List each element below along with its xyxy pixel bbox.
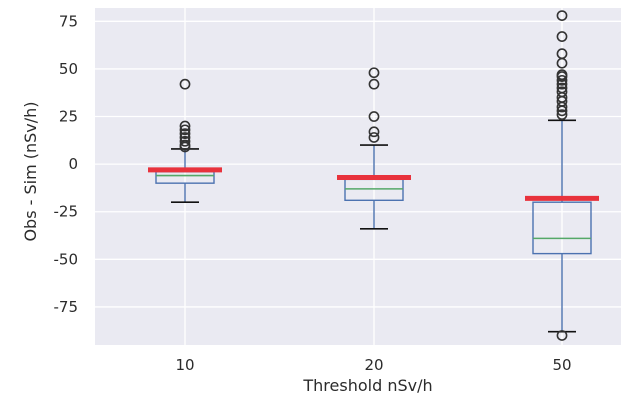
y-tick-label: -25 — [54, 203, 79, 221]
box-group-50 — [525, 10, 599, 341]
y-tick-label: 25 — [59, 108, 78, 126]
outlier-point — [179, 120, 191, 132]
outlier-point — [556, 86, 568, 98]
x-axis-label: Threshold nSv/h — [302, 376, 432, 395]
outlier-point — [368, 126, 380, 138]
outlier-point — [179, 132, 191, 143]
outlier-point — [179, 78, 191, 90]
y-tick-label: 0 — [68, 155, 78, 173]
y-axis-ticks: 75 50 25 0 -25 -50 -75 — [54, 12, 79, 316]
outlier-point — [556, 74, 568, 86]
outlier-point — [556, 82, 568, 94]
outlier-point — [368, 111, 380, 122]
outlier-point — [179, 135, 191, 147]
outlier-point — [179, 139, 191, 151]
outlier-point — [556, 31, 568, 42]
y-tick-label: 50 — [59, 60, 78, 78]
x-tick-label: 10 — [175, 356, 194, 374]
outlier-point — [556, 69, 568, 81]
box-group-20 — [337, 67, 411, 230]
box-iqr — [532, 201, 592, 255]
outlier-point — [368, 78, 380, 90]
outlier-point — [556, 330, 568, 341]
x-axis-ticks: 10 20 50 — [175, 356, 571, 374]
y-tick-label: -75 — [54, 298, 79, 316]
y-tick-label: 75 — [59, 12, 78, 30]
y-tick-label: -50 — [54, 250, 79, 268]
outlier-point — [368, 67, 380, 79]
x-tick-label: 20 — [364, 356, 383, 374]
chart-marks — [148, 10, 599, 341]
x-tick-label: 50 — [552, 356, 571, 374]
outlier-point — [556, 109, 568, 121]
outlier-point — [556, 48, 568, 60]
y-axis-label: Obs - Sim (nSv/h) — [21, 101, 40, 241]
box-group-10 — [148, 78, 222, 204]
outlier-point — [179, 124, 191, 136]
outlier-point — [368, 132, 380, 143]
outlier-point — [556, 10, 568, 22]
outlier-point — [179, 128, 191, 140]
